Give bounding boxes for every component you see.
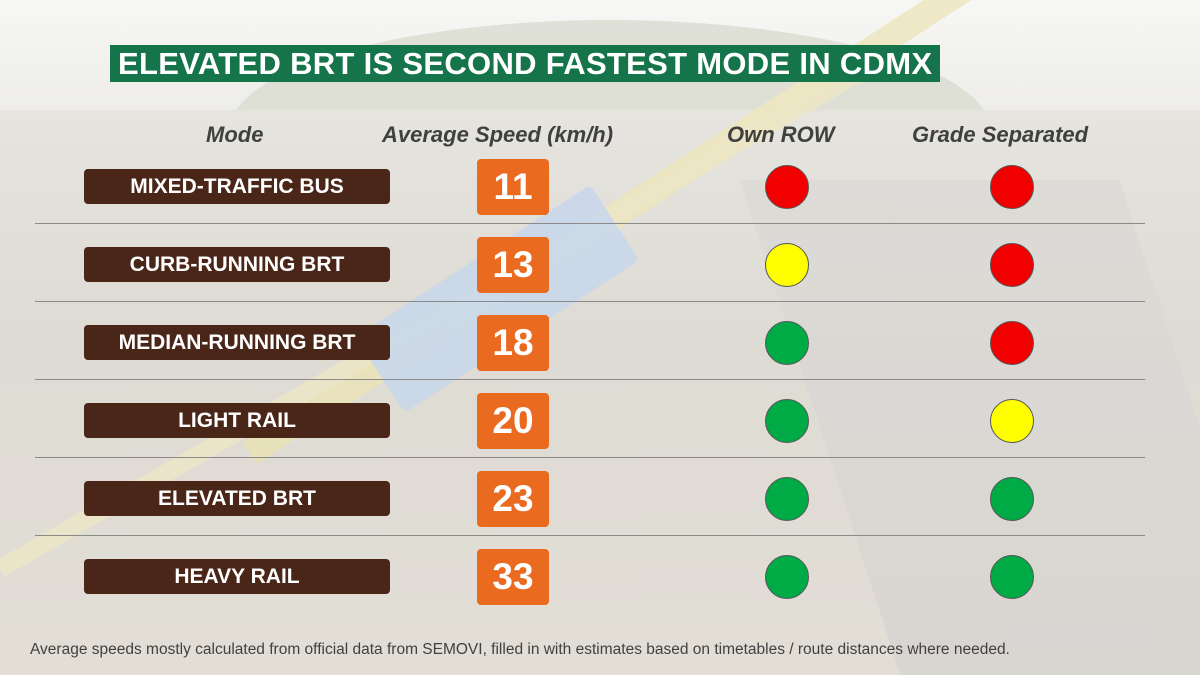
header-mode: Mode xyxy=(206,122,264,147)
mode-label: MIXED-TRAFFIC BUS xyxy=(84,169,390,204)
mode-label: CURB-RUNNING BRT xyxy=(84,247,390,282)
average-speed-value: 13 xyxy=(477,237,549,293)
average-speed-value: 18 xyxy=(477,315,549,371)
grade-separated-indicator xyxy=(990,243,1034,287)
row-divider xyxy=(35,223,1145,224)
grade-separated-indicator xyxy=(990,477,1034,521)
average-speed-value: 20 xyxy=(477,393,549,449)
average-speed-value: 23 xyxy=(477,471,549,527)
average-speed-value: 11 xyxy=(477,159,549,215)
grade-separated-indicator xyxy=(990,321,1034,365)
own-row-indicator xyxy=(765,321,809,365)
own-row-indicator xyxy=(765,477,809,521)
slide-title: ELEVATED BRT IS SECOND FASTEST MODE IN C… xyxy=(110,45,941,82)
mode-label: MEDIAN-RUNNING BRT xyxy=(84,325,390,360)
grade-separated-indicator xyxy=(990,555,1034,599)
row-divider xyxy=(35,457,1145,458)
grade-separated-indicator xyxy=(990,399,1034,443)
header-average-speed: Average Speed (km/h) xyxy=(382,122,614,147)
mode-label: ELEVATED BRT xyxy=(84,481,390,516)
own-row-indicator xyxy=(765,399,809,443)
mode-label: HEAVY RAIL xyxy=(84,559,390,594)
mode-label: LIGHT RAIL xyxy=(84,403,390,438)
own-row-indicator xyxy=(765,243,809,287)
average-speed-value: 33 xyxy=(477,549,549,605)
footnote: Average speeds mostly calculated from of… xyxy=(30,641,1010,658)
own-row-indicator xyxy=(765,555,809,599)
grade-separated-indicator xyxy=(990,165,1034,209)
header-grade-separated: Grade Separated xyxy=(912,122,1089,147)
row-divider xyxy=(35,535,1145,536)
header-own-row: Own ROW xyxy=(727,122,835,147)
own-row-indicator xyxy=(765,165,809,209)
row-divider xyxy=(35,301,1145,302)
row-divider xyxy=(35,379,1145,380)
